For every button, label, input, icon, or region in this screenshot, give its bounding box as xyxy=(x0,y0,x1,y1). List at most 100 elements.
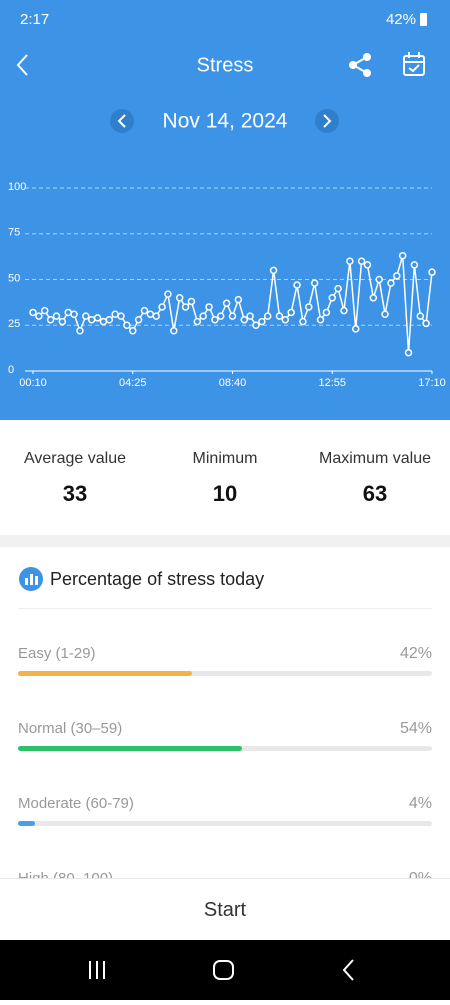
data-point xyxy=(217,312,225,320)
data-point xyxy=(170,326,178,335)
data-point xyxy=(158,303,166,311)
data-point xyxy=(346,257,354,265)
data-point xyxy=(222,299,231,308)
data-point xyxy=(252,321,260,329)
y-tick-label: 50 xyxy=(8,272,20,284)
x-tick-label: 00:10 xyxy=(19,377,47,389)
data-point xyxy=(46,316,55,324)
data-point xyxy=(234,295,243,304)
data-point xyxy=(369,294,378,302)
data-point xyxy=(310,279,319,287)
divider xyxy=(0,535,450,547)
level-name: Normal (30–59) xyxy=(18,720,123,737)
data-point xyxy=(205,303,213,311)
data-point xyxy=(199,312,207,320)
data-point xyxy=(393,272,401,280)
data-point xyxy=(398,251,407,260)
data-point xyxy=(240,316,248,324)
data-point xyxy=(175,294,184,302)
calendar-button[interactable] xyxy=(403,52,425,76)
stat-label: Average value xyxy=(24,450,126,467)
y-tick-label: 100 xyxy=(8,181,26,193)
data-point xyxy=(299,317,307,326)
data-point xyxy=(322,308,331,317)
data-point xyxy=(134,316,143,324)
level-percent: 4% xyxy=(408,795,432,812)
level-bar xyxy=(18,671,192,676)
data-point xyxy=(351,325,360,333)
data-point xyxy=(40,306,49,315)
y-tick-label: 75 xyxy=(8,227,20,239)
data-point xyxy=(123,321,131,329)
data-point xyxy=(375,275,383,284)
data-point xyxy=(422,319,430,328)
data-point xyxy=(52,312,61,320)
stat-value: 63 xyxy=(362,481,388,506)
data-point xyxy=(357,257,366,265)
data-point xyxy=(263,312,272,320)
stress-line xyxy=(32,255,433,353)
data-point xyxy=(82,312,90,320)
data-point xyxy=(410,261,419,269)
data-point xyxy=(316,316,325,324)
share-button[interactable] xyxy=(349,53,371,77)
data-point xyxy=(211,316,219,324)
level-bar xyxy=(18,821,35,826)
data-point xyxy=(140,306,149,315)
data-point xyxy=(246,312,254,320)
data-point xyxy=(29,308,37,317)
status-time: 2:17 xyxy=(20,11,49,28)
data-point xyxy=(87,316,96,324)
separator xyxy=(18,608,432,609)
data-point xyxy=(305,303,313,311)
stress-chart: 0 25 50 75 100 00:10 04:25 08:40 12:55 17:10 xyxy=(8,181,446,389)
levels-icon xyxy=(19,567,43,591)
prev-arrow xyxy=(117,114,126,128)
battery-icon xyxy=(420,13,427,26)
data-point xyxy=(363,261,372,269)
data-point xyxy=(76,326,84,335)
data-point xyxy=(258,317,266,326)
stat-label: Minimum xyxy=(192,450,258,467)
x-tick-label: 04:25 xyxy=(119,377,147,389)
back-button[interactable] xyxy=(16,54,28,76)
data-point xyxy=(340,306,348,315)
data-point xyxy=(99,317,108,326)
data-point xyxy=(187,297,196,306)
x-tick-label: 08:40 xyxy=(219,377,247,389)
levels-title: Percentage of stress today xyxy=(50,569,265,589)
data-point xyxy=(281,316,290,324)
data-point xyxy=(35,312,43,320)
start-button[interactable]: Start xyxy=(0,878,450,941)
nav-icons xyxy=(89,959,354,981)
prev-day[interactable] xyxy=(110,109,134,133)
data-point xyxy=(228,312,237,320)
y-tick-label: 0 xyxy=(8,364,14,376)
data-point xyxy=(129,326,137,335)
stats-panel: Average value 33 Minimum 10 Maximum value 63 xyxy=(0,420,450,535)
start-label: Start xyxy=(203,898,247,921)
data-point xyxy=(275,312,284,320)
levels-panel: Percentage of stress today Easy (1-29) 42… xyxy=(0,547,450,901)
data-point xyxy=(334,284,342,293)
data-point xyxy=(105,316,114,324)
data-point xyxy=(269,266,278,275)
level-name: Moderate (60-79) xyxy=(18,795,134,812)
page-title: Stress xyxy=(197,54,254,76)
data-point xyxy=(387,279,395,287)
stat-label: Maximum value xyxy=(318,450,432,467)
data-point xyxy=(381,310,389,319)
stat-value: 10 xyxy=(212,481,238,506)
data-point xyxy=(64,308,72,317)
data-point xyxy=(93,314,102,322)
date: Nov 14, 2024 xyxy=(163,110,288,133)
data-point xyxy=(146,310,155,319)
level-bar xyxy=(18,746,242,751)
data-point xyxy=(328,294,336,302)
data-point xyxy=(152,312,160,320)
data-point xyxy=(193,317,202,326)
level-percent: 54% xyxy=(399,720,432,737)
data-point xyxy=(287,308,295,317)
next-day[interactable] xyxy=(315,109,339,133)
